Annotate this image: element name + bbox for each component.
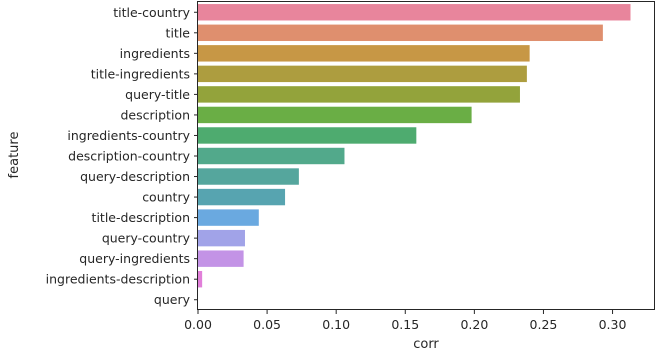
y-tick-label: query-country — [102, 231, 191, 246]
x-tick-label: 0.20 — [460, 317, 488, 332]
x-tick-labels: 0.00 0.05 0.10 0.15 0.20 0.25 0.30 — [184, 310, 627, 332]
y-tick-label: ingredients-description — [46, 272, 190, 287]
x-tick-label: 0.00 — [184, 317, 212, 332]
bar-title-country — [198, 4, 631, 21]
bar-query-title — [198, 86, 520, 103]
bar-title — [198, 24, 603, 42]
x-tick-label: 0.10 — [322, 317, 350, 332]
bar-description-country — [198, 147, 345, 165]
bar-query-ingredients — [198, 250, 244, 267]
bar-country — [198, 188, 286, 206]
x-axis-label: corr — [413, 337, 439, 352]
bar-title-description — [198, 209, 259, 226]
bar-ingredients-description — [198, 270, 203, 288]
y-tick-label: title-ingredients — [91, 66, 190, 81]
y-tick-label: title — [166, 25, 191, 40]
y-tick-label: description — [120, 107, 190, 122]
y-axis-label: feature — [7, 132, 22, 179]
bars-layer — [198, 4, 631, 288]
y-tick-label: query — [154, 292, 191, 307]
y-tick-label: query-title — [125, 87, 190, 102]
y-tick-label: query-ingredients — [79, 251, 190, 266]
y-tick-label: description-country — [68, 149, 190, 164]
y-tick-label: title-description — [92, 210, 190, 225]
bar-description — [198, 106, 472, 124]
y-tick-label: title-country — [113, 5, 190, 20]
y-tick-label: query-description — [80, 169, 190, 184]
y-tick-labels: title-country title ingredients title-ingre… — [46, 5, 198, 307]
y-tick-label: ingredients-country — [67, 128, 190, 143]
y-tick-label: country — [142, 190, 190, 205]
bar-query-description — [198, 168, 299, 185]
x-tick-label: 0.05 — [253, 317, 281, 332]
x-tick-label: 0.30 — [599, 317, 627, 332]
bar-ingredients-country — [198, 127, 417, 144]
bar-title-ingredients — [198, 65, 527, 83]
bar-query-country — [198, 229, 245, 247]
x-tick-label: 0.25 — [530, 317, 558, 332]
x-tick-label: 0.15 — [391, 317, 419, 332]
bar-ingredients — [198, 45, 530, 62]
y-tick-label: ingredients — [120, 46, 190, 61]
